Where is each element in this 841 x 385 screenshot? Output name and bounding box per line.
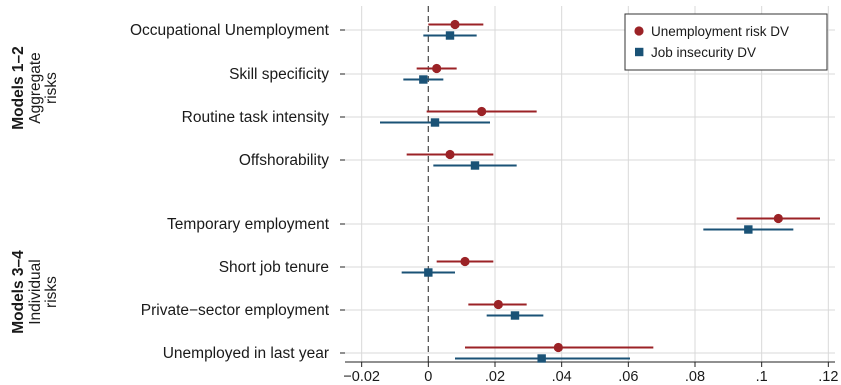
x-tick-label: −0.02 — [343, 369, 380, 385]
point-estimate-square — [445, 31, 455, 40]
point-estimate-circle — [450, 19, 460, 30]
legend-marker-circle — [634, 26, 644, 36]
category-label: Skill specificity — [229, 66, 329, 83]
grid-lines — [345, 6, 835, 362]
x-tick-label: .02 — [485, 369, 505, 385]
point-estimate-circle — [432, 63, 442, 74]
point-estimate-circle — [493, 299, 503, 310]
x-tick-label: .08 — [685, 369, 705, 385]
category-label: Temporary employment — [167, 216, 330, 233]
point-estimate-square — [744, 225, 753, 234]
point-estimate-square — [430, 118, 440, 127]
point-estimate-square — [537, 354, 546, 363]
category-label: Short job tenure — [219, 259, 329, 276]
point-estimate-square — [510, 311, 520, 320]
category-label: Unemployed in last year — [163, 345, 329, 362]
legend-marker-square — [635, 47, 644, 57]
series-marks — [380, 19, 820, 363]
point-estimate-square — [470, 161, 480, 170]
x-tick-label: .04 — [552, 369, 572, 385]
group-label-title: Models 3–4 — [10, 250, 27, 334]
x-tick-label: .06 — [618, 369, 638, 385]
group-label-title: Models 1–2 — [10, 46, 27, 130]
category-label: Offshorability — [239, 152, 329, 169]
point-estimate-square — [419, 75, 428, 84]
legend-label: Unemployment risk DV — [651, 24, 789, 39]
group-label-line: risks — [43, 276, 60, 308]
point-estimate-circle — [773, 213, 783, 224]
group-label-line: risks — [43, 72, 60, 104]
category-label: Private−sector employment — [141, 302, 330, 319]
category-label: Occupational Unemployment — [130, 22, 330, 39]
point-estimate-circle — [445, 149, 455, 160]
legend-box — [624, 13, 828, 71]
x-tick-label: 0 — [424, 369, 432, 385]
x-tick-label: .1 — [756, 369, 768, 385]
x-axis-ticks: −0.02 0 .02 .04 .06 .08 .1 .12 — [343, 362, 838, 385]
legend: Unemployment risk DV Job insecurity DV — [624, 13, 828, 71]
y-axis-category-labels: Occupational Unemployment Skill specifici… — [130, 22, 345, 362]
x-tick-label: .12 — [818, 369, 838, 385]
group-label-line: Aggregate — [27, 52, 44, 124]
point-estimate-circle — [553, 342, 563, 353]
point-estimate-circle — [460, 256, 470, 267]
point-estimate-square — [424, 268, 433, 277]
legend-label: Job insecurity DV — [651, 45, 756, 60]
point-estimate-circle — [477, 106, 487, 117]
group-label-line: Individual — [27, 259, 44, 325]
category-label: Routine task intensity — [182, 109, 330, 126]
